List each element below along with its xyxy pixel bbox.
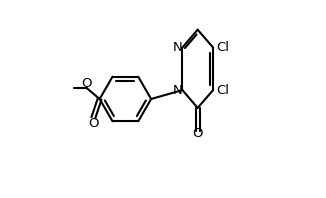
- Text: O: O: [192, 127, 203, 140]
- Text: N: N: [172, 41, 182, 54]
- Text: Cl: Cl: [216, 84, 229, 97]
- Text: O: O: [82, 77, 92, 90]
- Text: N: N: [172, 84, 182, 97]
- Text: O: O: [88, 117, 98, 130]
- Text: Cl: Cl: [216, 41, 229, 54]
